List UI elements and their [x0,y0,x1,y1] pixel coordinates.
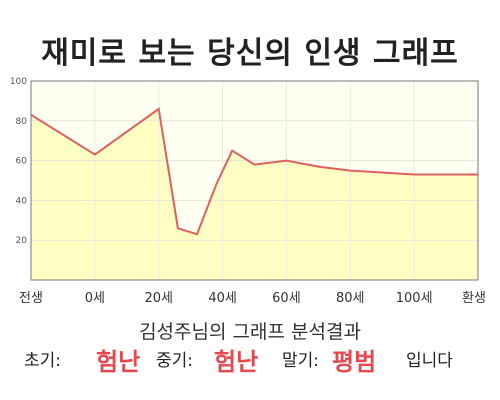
early-label: 초기: [24,351,62,371]
ending-text: 입니다 [406,351,453,371]
x-tick-label: 0세 [85,291,105,306]
late-value: 평범 [332,348,377,376]
x-tick-label: 환생 [462,291,486,306]
data-point [231,150,233,152]
late-label: 말기: [282,351,320,371]
data-point [94,154,96,156]
x-tick-label: 80세 [336,291,365,306]
chart-title: 재미로 보는 당신의 인생 그래프 [41,36,459,71]
middle-value: 험난 [214,348,259,376]
data-point [215,183,217,186]
middle-label: 중기: [156,351,194,371]
analysis-summary: 김성주님의 그래프 분석결과 [139,321,361,343]
y-tick-label: 20 [16,236,28,246]
data-point [158,108,160,110]
plot-frame [30,80,479,281]
y-tick-label: 40 [16,196,28,206]
x-tick-label: 40세 [208,291,237,306]
data-point [196,233,198,235]
data-point [253,163,256,166]
data-point [349,169,351,172]
life-graph-chart: 20 40 60 80 100 전생 0세 20세 40세 60세 80세 100세 환생 [10,77,486,306]
data-point [177,227,179,229]
y-tick-label: 60 [16,157,28,167]
data-point [413,173,415,176]
x-tick-label: 100세 [396,291,433,306]
early-value: 험난 [96,348,141,376]
x-tick-label: 60세 [272,291,301,306]
x-tick-label: 전생 [19,291,43,306]
y-tick-label: 100 [10,77,27,87]
data-point [285,160,288,162]
data-point [317,165,319,168]
area-fill [31,108,478,281]
x-tick-label: 20세 [144,291,173,306]
y-tick-label: 80 [16,117,28,127]
